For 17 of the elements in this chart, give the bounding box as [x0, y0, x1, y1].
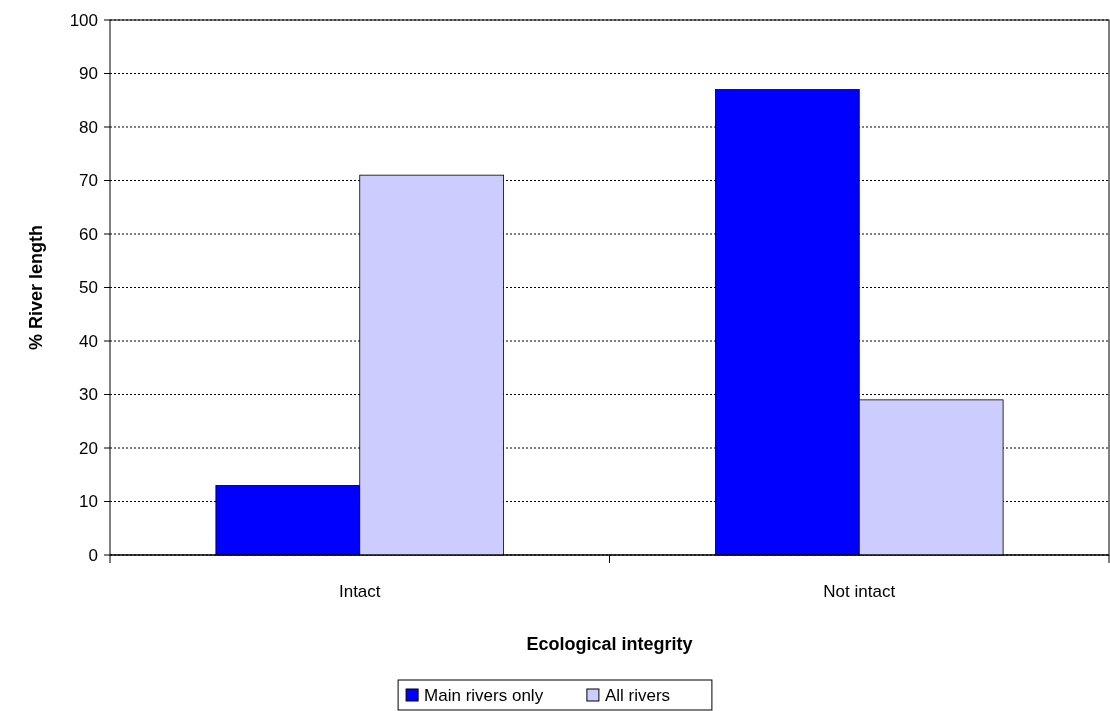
legend-label: All rivers [604, 685, 671, 705]
legend-label: Main rivers only [424, 685, 544, 705]
y-tick-label: 30 [79, 385, 98, 405]
y-tick-label: 50 [79, 278, 98, 298]
y-tick-label: 90 [79, 64, 98, 84]
y-tick-label: 70 [79, 171, 98, 191]
y-tick-label: 60 [79, 224, 98, 244]
y-axis-title: % River length [26, 224, 46, 351]
x-tick-label: Not intact [823, 582, 896, 601]
y-tick-label: 80 [79, 117, 98, 137]
x-axis-title: Ecological integrity [526, 634, 693, 654]
y-tick-label: 40 [79, 331, 98, 351]
x-tick-label: Intact [338, 582, 381, 601]
y-tick-label: 20 [79, 438, 98, 458]
y-tick-label: 0 [88, 545, 98, 565]
y-tick-label: 10 [79, 492, 98, 512]
y-tick-label: 100 [69, 10, 98, 30]
